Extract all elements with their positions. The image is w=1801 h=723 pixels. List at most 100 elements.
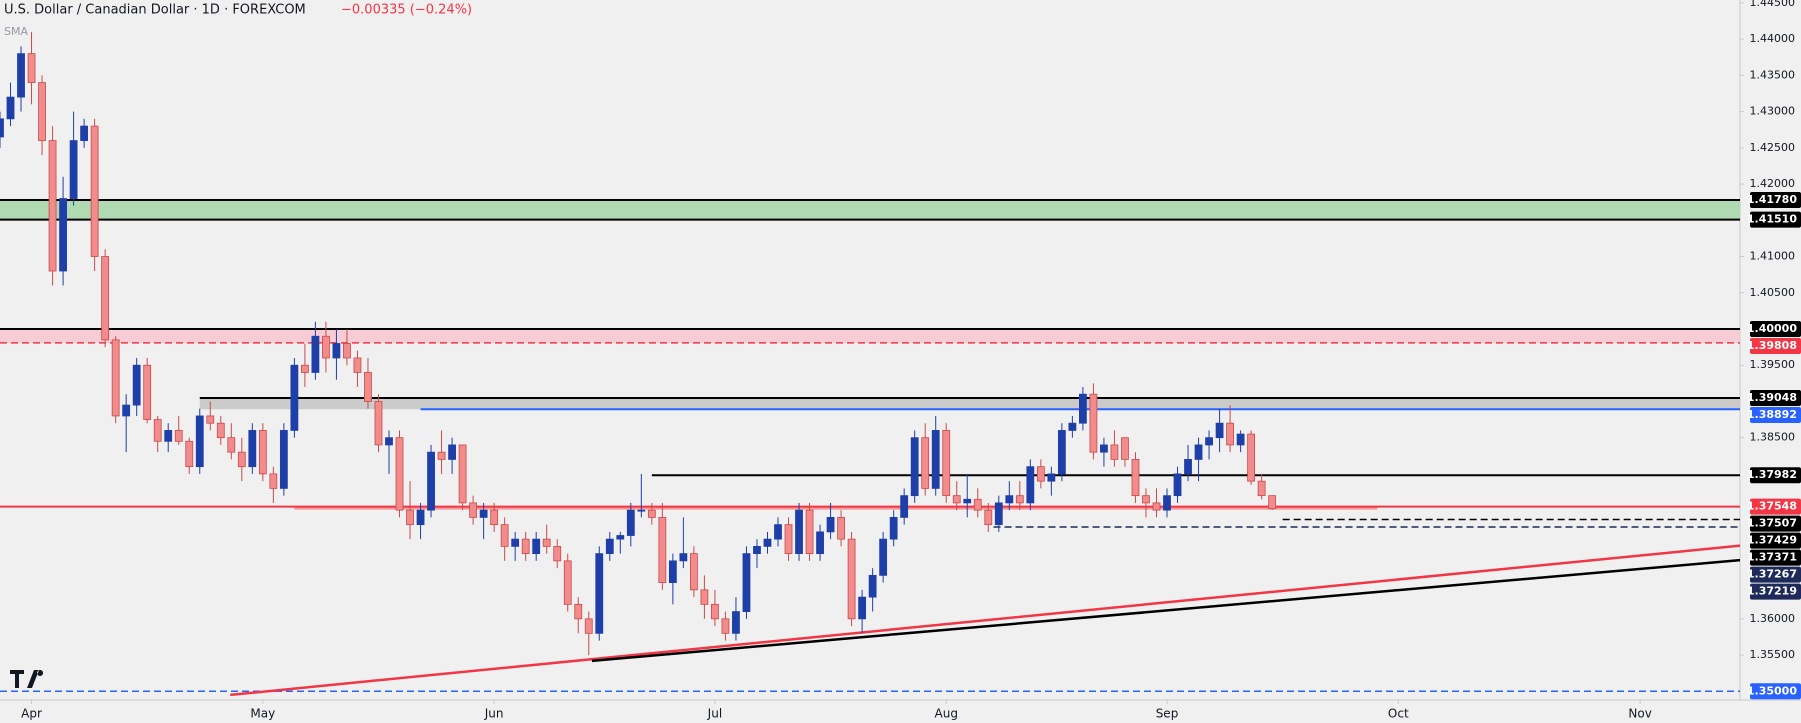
trendline	[230, 544, 1741, 697]
candle-body	[963, 498, 972, 504]
candle-body	[563, 560, 572, 605]
candle-body	[364, 372, 372, 402]
y-tick-label: 1.39500	[1750, 358, 1796, 371]
candle-body	[700, 589, 709, 605]
candle-body	[637, 509, 646, 512]
price-label: 1.37371	[1747, 551, 1797, 564]
candle-body	[237, 451, 246, 468]
candle-body	[1268, 495, 1277, 510]
x-tick-label: Sep	[1156, 707, 1179, 721]
candle-body	[1079, 393, 1087, 424]
price-label: 1.38892	[1747, 408, 1797, 421]
x-tick-label: Oct	[1388, 707, 1409, 721]
candle-body	[584, 618, 593, 634]
candle-body	[59, 198, 67, 272]
candle-body	[427, 451, 435, 511]
price-label: 1.35000	[1747, 684, 1797, 697]
candle-body	[1100, 444, 1108, 453]
candle-body	[658, 516, 667, 584]
candle-body	[258, 430, 267, 475]
candle-body	[511, 538, 520, 547]
price-label-box	[1750, 583, 1801, 600]
trendline	[591, 558, 1741, 663]
candle-body	[38, 82, 46, 141]
candle-body	[1205, 437, 1213, 446]
candle-body	[595, 553, 604, 634]
price-label-box	[1750, 498, 1801, 515]
candle-body	[1005, 495, 1014, 504]
candle-body	[1110, 444, 1119, 460]
price-label: 1.37219	[1747, 585, 1797, 598]
candle-body	[837, 516, 845, 540]
y-tick-label: 1.40500	[1750, 286, 1796, 299]
candle-body	[942, 430, 951, 497]
change: −0.00335 (−0.24%)	[341, 3, 472, 18]
candle-body	[879, 538, 888, 576]
candle-body	[984, 509, 993, 526]
y-tick-label: 1.36000	[1750, 612, 1796, 625]
candle-body	[122, 404, 131, 417]
candle-body	[532, 538, 541, 555]
candle-body	[605, 538, 614, 555]
y-tick-label: 1.44000	[1750, 32, 1796, 45]
candle-body	[1215, 422, 1224, 439]
candle-body	[826, 516, 835, 533]
price-label-box	[1750, 532, 1801, 549]
candle-body	[753, 545, 761, 555]
candle-body	[732, 611, 740, 634]
price-label: 1.37267	[1747, 568, 1797, 581]
candle-body	[1068, 422, 1077, 431]
symbol-title: U.S. Dollar / Canadian Dollar · 1D · FOR…	[4, 3, 306, 18]
y-tick-label: 1.42500	[1750, 141, 1796, 154]
price-label-box	[1750, 320, 1801, 337]
price-label-box	[1750, 549, 1801, 566]
price-label: 1.39048	[1747, 391, 1797, 404]
candle-body	[1257, 480, 1266, 497]
candle-body	[889, 516, 898, 540]
x-tick-label: Jul	[707, 707, 722, 721]
y-tick-label: 1.38500	[1750, 431, 1796, 444]
price-label-box	[1750, 566, 1801, 583]
candle-body	[437, 451, 446, 460]
candle-body	[458, 444, 467, 504]
zone	[0, 328, 1740, 343]
candle-body	[553, 545, 562, 562]
price-label: 1.41780	[1747, 193, 1797, 206]
candle-body	[164, 430, 173, 442]
candle-body	[868, 574, 877, 598]
candle-body	[1184, 459, 1192, 475]
price-label-box	[1750, 467, 1801, 484]
candle-body	[921, 437, 930, 489]
zone	[0, 200, 1740, 220]
candle-body	[111, 339, 120, 417]
candle-body	[395, 437, 404, 511]
candle-body	[248, 430, 257, 468]
candle-body	[858, 596, 867, 620]
candle-body	[69, 140, 78, 199]
candle-body	[80, 125, 89, 141]
indicator-label[interactable]: SMA	[4, 25, 28, 38]
x-tick-label: May	[250, 707, 275, 721]
candle-body	[269, 473, 278, 489]
candle-body	[279, 430, 288, 489]
price-label: 1.40000	[1747, 322, 1797, 335]
candle-body	[311, 335, 320, 373]
price-label-box	[1750, 683, 1801, 700]
candle-body	[448, 444, 456, 460]
price-label-box	[1750, 337, 1801, 354]
price-label: 1.37507	[1747, 517, 1797, 530]
candle-body	[805, 509, 814, 555]
candle-body	[1226, 422, 1234, 446]
candle-body	[1121, 437, 1129, 460]
candle-body	[721, 618, 730, 634]
candle-body	[479, 509, 488, 518]
candle-body	[1247, 433, 1256, 482]
candle-body	[322, 335, 330, 359]
price-label: 1.41510	[1747, 213, 1797, 226]
candle-body	[711, 603, 719, 620]
candle-body	[668, 560, 677, 584]
candle-body	[626, 509, 635, 536]
price-label-box	[1750, 406, 1801, 423]
